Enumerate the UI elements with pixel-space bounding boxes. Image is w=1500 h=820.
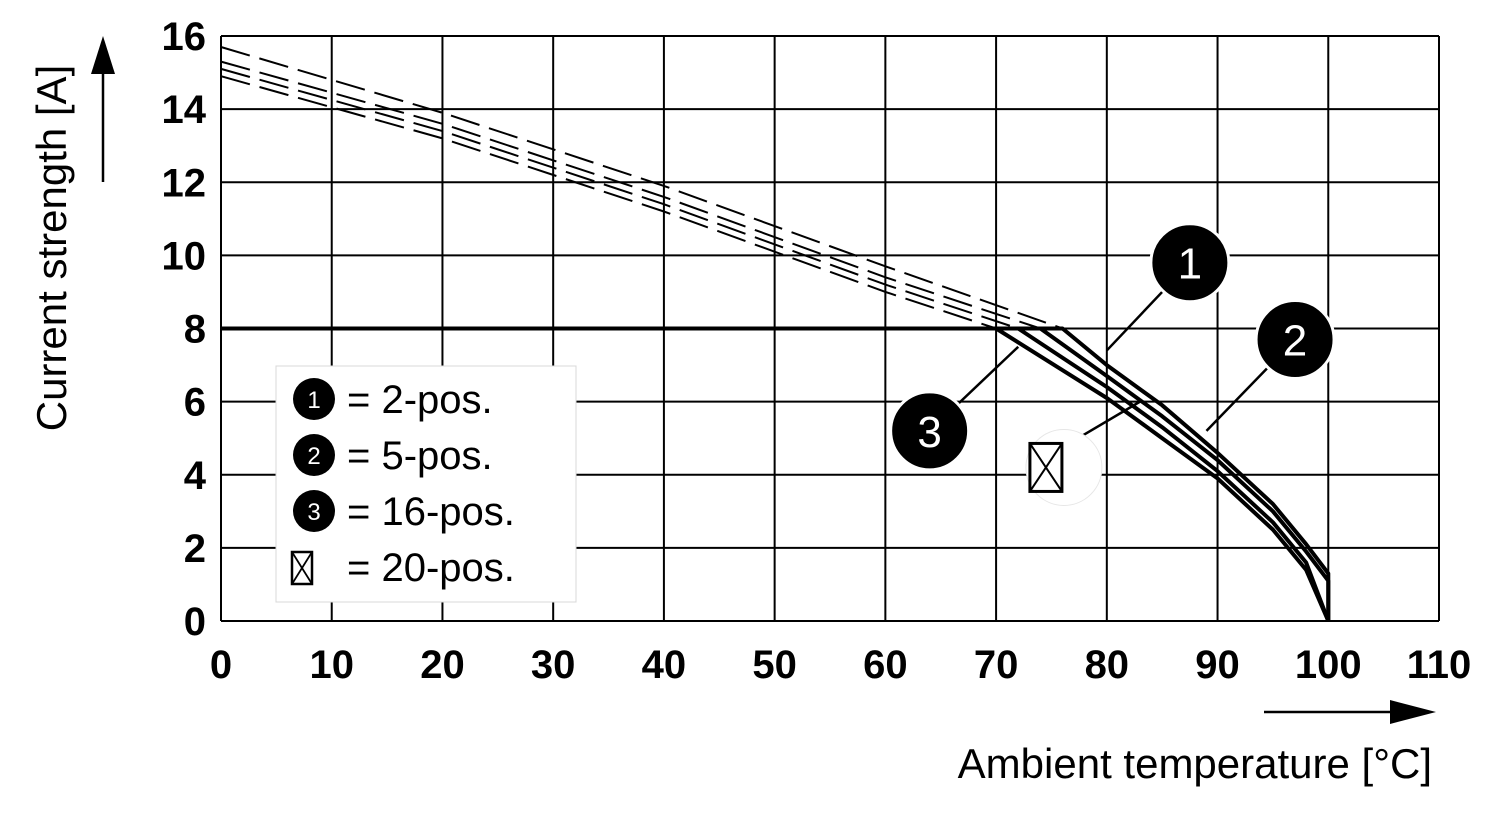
y-tick-label-16: 16 <box>162 15 207 59</box>
box-x-icon <box>290 550 314 586</box>
legend-label-16-pos: = 16-pos. <box>347 490 515 534</box>
y-axis-title: Current strength [A] <box>28 65 75 432</box>
callout-marker-1 <box>1149 222 1231 304</box>
y-axis-arrow <box>91 36 115 182</box>
x-tick-label-50: 50 <box>752 643 797 687</box>
legend-marker-2 <box>293 434 335 476</box>
x-tick-label-70: 70 <box>974 643 1019 687</box>
derating-curve-4 <box>220 75 997 330</box>
x-tick-label-30: 30 <box>531 643 576 687</box>
x-axis-arrow <box>1264 700 1436 724</box>
y-tick-label-2: 2 <box>184 527 206 571</box>
derating-curve-2 <box>220 60 1041 330</box>
legend-item-16-pos: 3 = 16-pos. <box>293 490 515 534</box>
legend-marker-3 <box>293 490 335 532</box>
x-tick-label-60: 60 <box>863 643 908 687</box>
y-tick-label-14: 14 <box>162 88 207 132</box>
derating-curves <box>220 46 1063 330</box>
x-tick-label-10: 10 <box>309 643 354 687</box>
x-tick-label-100: 100 <box>1295 643 1362 687</box>
callout-number-3: 3 <box>917 408 941 457</box>
callout-marker-3 <box>889 390 971 472</box>
y-tick-label-4: 4 <box>184 454 207 498</box>
series-line-20-pos <box>221 326 1331 622</box>
y-tick-label-6: 6 <box>184 381 206 425</box>
callout-bubble-20-pos <box>1025 428 1103 506</box>
legend-marker-1-number: 1 <box>307 387 320 414</box>
legend-marker-2-number: 2 <box>307 443 320 470</box>
x-tick-label-0: 0 <box>210 643 232 687</box>
x-tick-label-110: 110 <box>1407 643 1472 687</box>
series-lines <box>221 326 1331 622</box>
y-tick-label-10: 10 <box>162 234 207 278</box>
callout-number-1: 1 <box>1178 240 1202 289</box>
legend-label-20-pos: = 20-pos. <box>347 546 515 590</box>
y-tick-label-8: 8 <box>184 308 206 352</box>
derating-curve-1 <box>220 46 1063 330</box>
series-line-1 <box>221 326 1331 621</box>
callout-leader-20-pos <box>1075 400 1141 441</box>
legend-item-5-pos: 2 = 5-pos. <box>293 434 493 478</box>
x-axis-title: Ambient temperature [°C] <box>958 740 1432 787</box>
derating-curve-3 <box>220 67 1019 330</box>
legend: 1 = 2-pos. 2 = 5-pos. 3 = 16-pos. = 20-p… <box>275 365 577 603</box>
legend-item-20-pos: = 20-pos. <box>290 546 515 590</box>
y-tick-label-0: 0 <box>184 600 206 644</box>
legend-label-2-pos: = 2-pos. <box>347 378 493 422</box>
callout-number-2: 2 <box>1283 316 1307 365</box>
x-tick-label-40: 40 <box>642 643 687 687</box>
legend-marker-3-number: 3 <box>307 499 320 526</box>
series-line-2 <box>221 326 1331 621</box>
legend-marker-1 <box>293 378 335 420</box>
x-tick-label-80: 80 <box>1085 643 1130 687</box>
legend-label-5-pos: = 5-pos. <box>347 434 493 478</box>
series-line-3 <box>221 326 1331 622</box>
callouts: 1 2 3 <box>889 222 1336 506</box>
legend-item-2-pos: 1 = 2-pos. <box>293 378 493 422</box>
x-tick-label-20: 20 <box>420 643 465 687</box>
y-tick-label-12: 12 <box>162 161 207 205</box>
box-x-callout-icon <box>1028 441 1064 493</box>
x-tick-label-90: 90 <box>1195 643 1240 687</box>
callout-marker-2 <box>1254 298 1336 380</box>
